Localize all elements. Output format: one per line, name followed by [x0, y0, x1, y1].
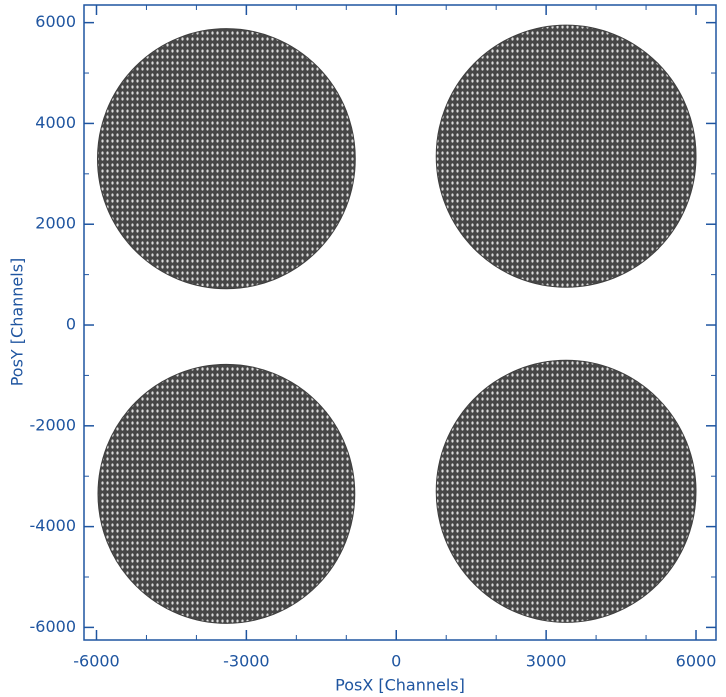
y-tick-label: -2000 [30, 415, 77, 434]
y-axis-label: PosY [Channels] [8, 258, 27, 387]
plot-frame [83, 4, 717, 641]
x-tick-label: 6000 [676, 652, 717, 671]
x-tick-label: -3000 [223, 652, 270, 671]
y-tick-label: 2000 [35, 214, 76, 233]
detector-disc [97, 363, 356, 624]
x-tick-label: 0 [391, 652, 401, 671]
y-tick-label: 6000 [35, 12, 76, 31]
detector-disc [435, 24, 697, 288]
x-axis-label: PosX [Channels] [335, 676, 465, 695]
y-tick-label: 0 [66, 315, 76, 334]
y-tick-label: -6000 [30, 617, 77, 636]
detector-disc [96, 28, 356, 290]
y-tick-label: -4000 [30, 516, 77, 535]
x-tick-label: 3000 [526, 652, 567, 671]
y-tick-label: 4000 [35, 113, 76, 132]
detector-disc [435, 359, 697, 623]
x-tick-label: -6000 [73, 652, 120, 671]
